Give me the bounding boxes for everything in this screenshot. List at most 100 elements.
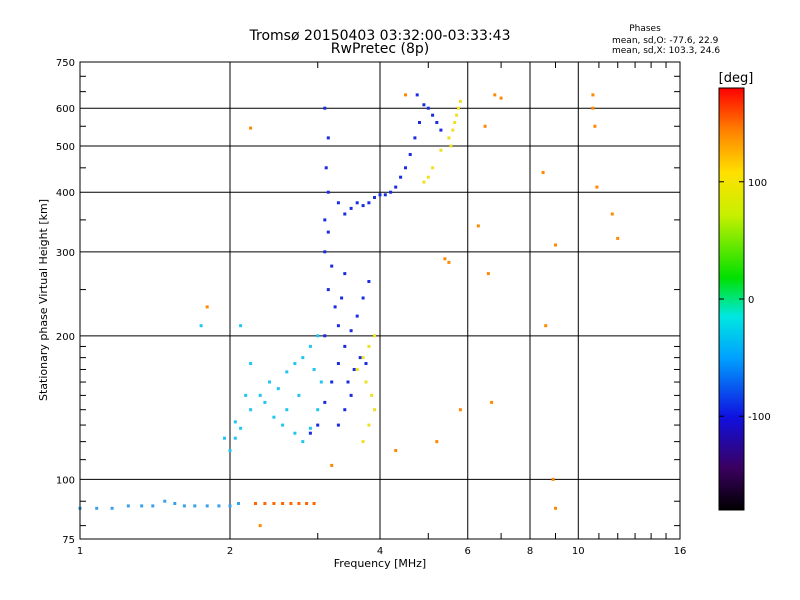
data-point [126,504,130,508]
data-point [333,305,337,309]
x-tick-label: 6 [465,546,471,557]
data-point [449,144,453,148]
data-point [343,272,347,276]
data-point [367,201,371,205]
y-tick-label: 100 [56,475,75,486]
data-point [422,103,426,107]
data-point [323,400,327,404]
grid [80,62,680,539]
data-point [349,393,353,397]
data-point [308,344,312,348]
data-point [458,408,462,412]
data-point [233,436,237,440]
x-tick-label: 10 [572,546,585,557]
data-point [378,193,382,197]
data-point [312,502,316,505]
colorbar-tick-label: 0 [748,295,754,306]
data-point [340,296,344,300]
data-point [281,502,285,505]
x-axis-label: Frequency [MHz] [334,557,426,570]
y-tick-label: 400 [56,188,75,199]
data-point [205,504,209,508]
x-tick-label: 1 [77,546,83,557]
data-point [358,356,362,360]
data-point [499,96,503,100]
data-point [458,99,462,103]
data-point [336,201,340,205]
phase-legend-x: mean, sd,X: 103.3, 24.6 [612,46,720,56]
data-point [443,257,447,261]
data-point [223,436,226,440]
data-point [355,368,359,371]
chart-subtitle: RwPretec (8p) [331,41,429,57]
data-point [276,387,280,391]
data-point [435,440,439,444]
data-point [544,324,548,328]
data-point [336,324,340,328]
data-point [431,113,435,117]
data-point [389,190,393,194]
data-point [426,106,430,110]
y-tick-label: 750 [56,58,75,69]
x-axis: 1 2 4 6 8 10 16 [77,62,686,557]
data-point [268,380,271,384]
data-point [349,206,353,210]
data-point [319,380,323,384]
data-point [110,506,114,510]
colorbar-ticks: 100 0 -100 [719,178,771,423]
data-point [455,113,459,117]
data-point [408,153,412,156]
x-tick-label: 4 [377,546,383,557]
data-point [324,166,328,170]
data-point [323,218,327,222]
data-point [297,502,301,505]
data-point [330,264,334,268]
data-point [447,136,451,140]
data-point [254,502,257,505]
data-point [173,502,177,505]
data-point [593,124,597,128]
data-point [316,423,320,427]
data-point [595,185,599,189]
data-point [355,314,359,318]
data-point [415,93,419,97]
data-point [182,504,186,508]
data-point [431,166,435,170]
data-point [244,393,248,397]
data-point [343,212,347,216]
data-point [293,362,297,365]
data-point [336,362,340,365]
data-point [364,362,368,365]
data-point [239,324,243,328]
data-point [249,362,253,365]
data-point [330,463,334,467]
y-tick-label: 200 [56,332,75,343]
data-point [239,426,243,430]
data-point [361,204,365,208]
data-point [355,201,359,205]
data-point [490,400,494,404]
y-tick-label: 600 [56,104,75,115]
data-point [151,504,155,508]
data-point [352,368,356,371]
data-point [373,196,376,199]
data-point [367,344,371,348]
phase-legend-title: Phases [629,24,661,34]
data-point [418,121,421,124]
colorbar-label: [deg] [719,71,754,86]
data-point [554,506,557,510]
data-point [394,449,398,452]
data-point [486,272,490,276]
data-point [453,121,457,124]
data-point [349,329,353,333]
data-point [163,499,167,503]
data-point [258,524,262,528]
data-point [95,506,99,510]
x-tick-label: 2 [227,546,233,557]
data-point [541,171,545,174]
data-point [457,106,460,110]
data-point [326,190,330,194]
data-point [361,296,365,300]
data-point [616,236,620,240]
data-point [249,408,253,412]
